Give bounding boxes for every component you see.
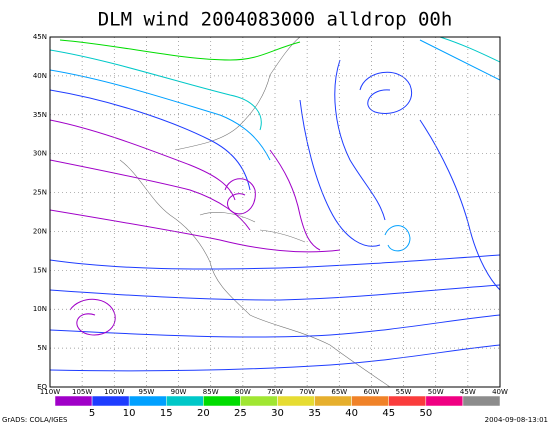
lon-tick-label: 80W	[235, 388, 251, 396]
lon-tick-label: 45W	[460, 388, 476, 396]
lat-tick-label: 15N	[33, 266, 47, 274]
lon-tick-label: 65W	[331, 388, 347, 396]
lat-tick-label: 5N	[37, 344, 47, 352]
lon-tick-label: 85W	[203, 388, 219, 396]
plot-frame	[49, 36, 501, 388]
lat-tick-label: 25N	[33, 189, 47, 197]
colorbar-box	[351, 395, 389, 407]
lon-tick-label: 55W	[396, 388, 412, 396]
colorbar-box	[166, 395, 204, 407]
colorbar-box	[203, 395, 241, 407]
lat-tick-label: 10N	[33, 305, 47, 313]
lon-tick-label: 75W	[267, 388, 283, 396]
colorbar-box	[128, 395, 167, 407]
lon-tick-label: 110W	[40, 388, 60, 396]
lat-tick-label: EQ	[37, 383, 47, 391]
colorbar-box	[91, 395, 130, 407]
lat-tick-label: 40N	[33, 72, 47, 80]
colorbar-box	[277, 395, 315, 407]
lon-tick-label: 105W	[72, 388, 92, 396]
grid	[49, 36, 501, 388]
colorbar-label: 10	[123, 408, 136, 419]
colorbar-label: 25	[234, 408, 247, 419]
colorbar-box	[314, 395, 352, 407]
colorbar-label: 30	[271, 408, 284, 419]
colorbar-label: 15	[160, 408, 173, 419]
footer-left: GrADS: COLA/IGES	[2, 416, 68, 424]
colorbar-box	[425, 395, 464, 407]
lon-tick-label: 40W	[492, 388, 508, 396]
coastline	[119, 159, 391, 387]
colorbar-label: 35	[308, 408, 321, 419]
colorbar-box	[462, 395, 501, 407]
title: DLM wind 2004083000 alldrop 00h	[98, 9, 453, 31]
lat-tick-label: 45N	[33, 33, 47, 41]
lon-tick-label: 95W	[139, 388, 155, 396]
lon-tick-label: 100W	[104, 388, 124, 396]
lat-tick-label: 35N	[33, 111, 47, 119]
coastline	[174, 37, 301, 151]
colorbar-box	[388, 395, 427, 407]
colorbar-box	[240, 395, 278, 407]
coastline	[199, 212, 306, 243]
colorbar-label: 50	[419, 408, 432, 419]
colorbar-label: 20	[197, 408, 210, 419]
streamlines	[50, 37, 500, 387]
footer-right: 2004-09-08-13:01	[485, 416, 548, 424]
lon-tick-label: 60W	[364, 388, 380, 396]
lat-tick-label: 20N	[33, 227, 47, 235]
colorbar-label: 40	[345, 408, 358, 419]
lon-tick-label: 90W	[171, 388, 187, 396]
colorbar-label: 5	[89, 408, 95, 419]
colorbar-box	[54, 395, 93, 407]
lat-tick-label: 30N	[33, 150, 47, 158]
lon-tick-label: 70W	[299, 388, 315, 396]
colorbar-label: 45	[382, 408, 395, 419]
lon-tick-label: 50W	[428, 388, 444, 396]
